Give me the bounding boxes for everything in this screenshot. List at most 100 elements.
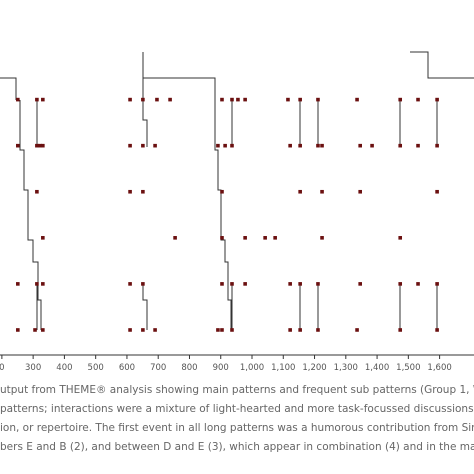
x-tick-label: 1,200 <box>302 363 326 373</box>
point <box>128 143 132 148</box>
point <box>286 97 290 102</box>
caption-line: patterns; interactions were a mixture of… <box>0 403 474 415</box>
point <box>35 189 39 194</box>
x-tick-label: 500 <box>88 363 104 373</box>
caption-line: ion, or repertoire. The first event in a… <box>0 422 474 434</box>
point <box>288 282 292 286</box>
x-tick-label: 1,100 <box>271 363 295 373</box>
point <box>35 97 39 102</box>
point <box>153 143 157 148</box>
point <box>216 328 220 332</box>
point <box>38 143 42 148</box>
x-tick-label: 400 <box>56 363 72 373</box>
point <box>298 282 302 286</box>
point <box>230 282 234 286</box>
point <box>273 236 277 240</box>
point <box>141 189 145 194</box>
point <box>435 282 439 286</box>
point <box>243 236 247 240</box>
point <box>316 328 320 332</box>
x-tick-label: 1,000 <box>240 363 264 373</box>
point <box>33 328 37 332</box>
point <box>16 282 20 286</box>
point <box>435 189 439 194</box>
point <box>320 189 324 194</box>
x-tick-label: 1,300 <box>334 363 358 373</box>
point <box>398 143 403 148</box>
point <box>128 282 132 286</box>
x-tick-label: 600 <box>119 363 135 373</box>
point <box>398 236 403 240</box>
point <box>41 282 45 286</box>
x-tick-label: 0 <box>0 363 5 373</box>
point <box>243 282 247 286</box>
point <box>128 97 132 102</box>
point <box>435 97 439 102</box>
point <box>243 97 247 102</box>
point <box>398 328 403 332</box>
point <box>263 236 267 240</box>
point <box>173 236 177 240</box>
point <box>288 143 292 148</box>
point <box>35 282 39 286</box>
point <box>41 328 45 332</box>
caption-line: utput from THEME® analysis showing main … <box>0 384 474 396</box>
point <box>216 143 220 148</box>
point <box>298 189 302 194</box>
point <box>35 143 39 148</box>
point <box>316 282 320 286</box>
point <box>220 236 224 240</box>
point <box>320 143 324 148</box>
x-tick-label: 1,500 <box>396 363 420 373</box>
point <box>370 143 374 148</box>
point <box>220 189 224 194</box>
point <box>316 97 320 102</box>
point <box>320 236 324 240</box>
point <box>355 97 359 102</box>
point <box>41 236 45 240</box>
point <box>128 328 132 332</box>
point <box>435 143 439 148</box>
point <box>398 97 403 102</box>
x-tick-label: 800 <box>181 363 197 373</box>
point <box>435 328 439 332</box>
point <box>358 143 362 148</box>
point <box>355 328 359 332</box>
point <box>416 97 420 102</box>
point <box>153 328 157 332</box>
point <box>128 189 132 194</box>
point <box>141 282 145 286</box>
point <box>41 143 45 148</box>
caption-line: bers E and B (2), and between D and E (3… <box>0 441 474 453</box>
x-tick-label: 700 <box>150 363 166 373</box>
point <box>41 97 45 102</box>
point <box>298 328 302 332</box>
point <box>298 143 302 148</box>
point <box>288 328 292 332</box>
point <box>220 282 224 286</box>
point <box>358 189 362 194</box>
point <box>220 97 224 102</box>
point <box>223 143 227 148</box>
point <box>155 97 159 102</box>
point <box>16 328 20 332</box>
chart: 0 300 400 500 600 700 800 900 1,000 1,100 1,200 1,3… <box>0 51 474 373</box>
point <box>141 328 145 332</box>
point <box>168 97 172 102</box>
point <box>230 143 234 148</box>
point <box>16 143 20 148</box>
x-tick-label: 900 <box>213 363 229 373</box>
point <box>416 282 420 286</box>
point <box>220 328 224 332</box>
x-tick-label: 1,600 <box>427 363 451 373</box>
point <box>16 97 20 102</box>
point <box>398 282 403 286</box>
point <box>141 97 145 102</box>
point <box>358 282 362 286</box>
point <box>236 97 240 102</box>
point <box>230 328 234 332</box>
point <box>230 97 234 102</box>
x-tick-label: 300 <box>25 363 41 373</box>
pattern-tree <box>0 51 474 330</box>
